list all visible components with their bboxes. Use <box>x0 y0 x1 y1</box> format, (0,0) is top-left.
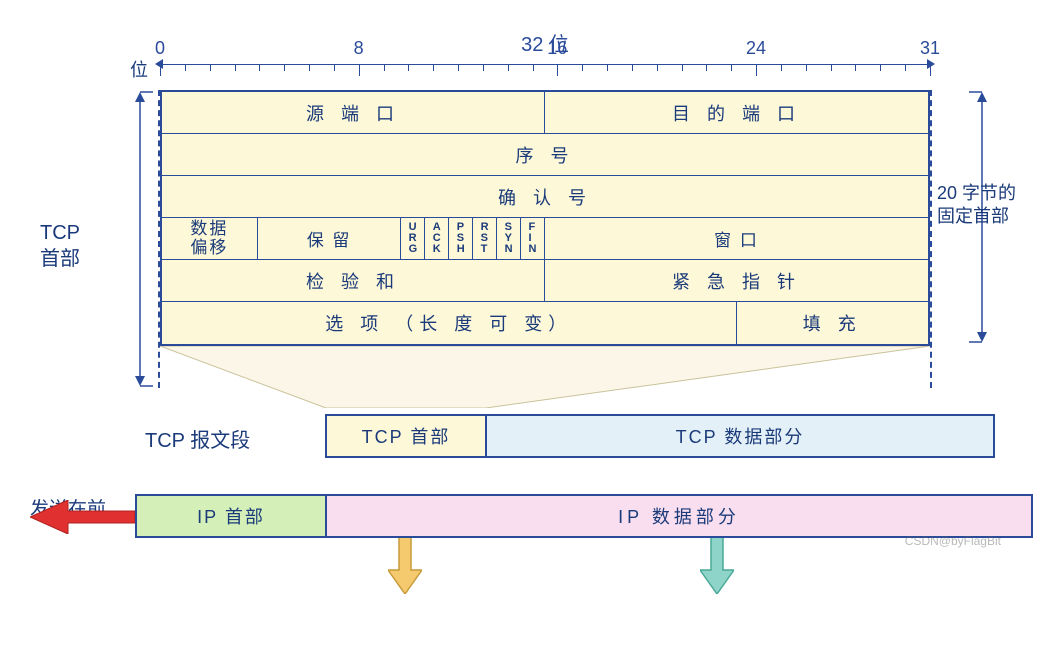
tcp-header-table: 源 端 口目 的 端 口序 号确 认 号数据偏移保 留URGACKPSHRSTS… <box>160 90 930 346</box>
ip-packet-row: 发送在前 IP 首部 IP 数据部分 <box>30 494 1013 546</box>
ip-data: IP 数据部分 <box>327 496 1031 536</box>
segment-label: TCP 报文段 <box>145 424 250 453</box>
ip-box: IP 首部 IP 数据部分 <box>135 494 1033 538</box>
segment-head: TCP 首部 <box>327 416 487 456</box>
table-cell: 序 号 <box>162 134 928 175</box>
table-cell: 源 端 口 <box>162 92 545 133</box>
window-cell: 窗 口 <box>545 218 928 259</box>
left-label: TCP首部 <box>30 220 90 272</box>
data-offset-cell: 数据偏移 <box>162 218 258 259</box>
ruler-tick-0: 0 <box>155 38 165 59</box>
table-cell: 检 验 和 <box>162 260 545 301</box>
flag-ack: ACK <box>425 218 449 259</box>
ruler-tick-8: 8 <box>354 38 364 59</box>
left-bracket-icon <box>125 90 155 388</box>
options-cell: 选 项 （长 度 可 变） <box>162 302 737 344</box>
table-cell: 目 的 端 口 <box>545 92 928 133</box>
ruler-tick-24: 24 <box>746 38 766 59</box>
table-row-2: 确 认 号 <box>162 176 928 218</box>
watermark: CSDN@byFlagBit <box>905 534 1001 548</box>
dash-right <box>930 90 932 388</box>
dash-left <box>158 90 160 388</box>
flag-urg: URG <box>401 218 425 259</box>
table-row-1: 序 号 <box>162 134 928 176</box>
flag-psh: PSH <box>449 218 473 259</box>
segment-box: TCP 首部 TCP 数据部分 <box>325 414 995 458</box>
table-row-3: 数据偏移保 留URGACKPSHRSTSYNFIN窗 口 <box>162 218 928 260</box>
table-row-4: 检 验 和紧 急 指 针 <box>162 260 928 302</box>
tcp-segment-row: TCP 报文段 TCP 首部 TCP 数据部分 <box>30 410 1013 464</box>
flag-rst: RST <box>473 218 497 259</box>
trapezoid-connector <box>160 346 930 408</box>
bit-label: 位 <box>130 56 148 82</box>
segment-data: TCP 数据部分 <box>487 416 993 456</box>
red-arrow-icon <box>30 500 135 534</box>
table-cell: 紧 急 指 针 <box>545 260 928 301</box>
flag-syn: SYN <box>497 218 521 259</box>
ip-head: IP 首部 <box>137 496 327 536</box>
tcp-header-table-area: TCP首部 源 端 口目 的 端 口序 号确 认 号数据偏移保 留URGACKP… <box>30 90 1013 346</box>
flag-fin: FIN <box>521 218 545 259</box>
ruler-tick-16: 16 <box>547 38 567 59</box>
ruler-tick-31: 31 <box>920 38 940 59</box>
padding-cell: 填 充 <box>737 302 929 344</box>
tcp-header-diagram: 位 32 位 08162431 TCP首部 源 端 口目 的 端 口序 号确 认… <box>30 38 1013 546</box>
table-cell: 确 认 号 <box>162 176 928 217</box>
bit-ruler: 位 32 位 08162431 <box>160 38 930 82</box>
reserved-cell: 保 留 <box>258 218 402 259</box>
ruler-line <box>160 64 930 82</box>
table-row-0: 源 端 口目 的 端 口 <box>162 92 928 134</box>
table-row-5: 选 项 （长 度 可 变）填 充 <box>162 302 928 344</box>
right-label: 20 字节的固定首部 <box>937 182 1037 229</box>
